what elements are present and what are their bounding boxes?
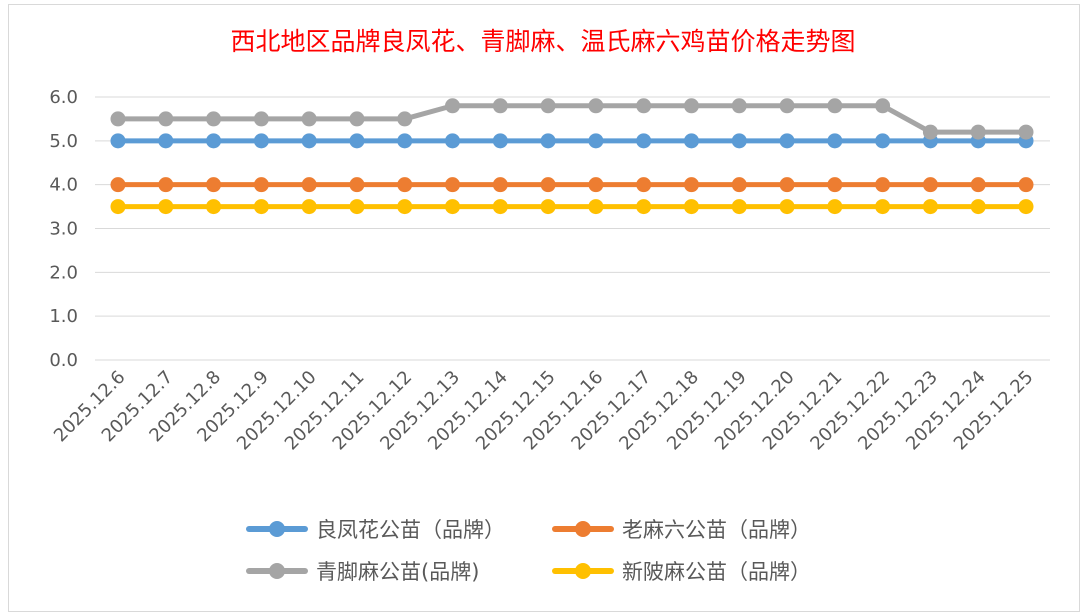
data-point xyxy=(540,177,556,193)
y-tick-label: 1.0 xyxy=(49,306,78,327)
data-point xyxy=(731,133,747,149)
data-point xyxy=(206,133,222,149)
legend-label: 青脚麻公苗(品牌) xyxy=(316,560,480,584)
data-point xyxy=(492,199,508,215)
data-point xyxy=(731,98,747,114)
data-point xyxy=(970,199,986,215)
y-tick-label: 3.0 xyxy=(49,219,78,240)
data-point xyxy=(636,199,652,215)
data-point xyxy=(827,177,843,193)
data-point xyxy=(492,98,508,114)
data-point xyxy=(588,133,604,149)
data-point xyxy=(349,177,365,193)
data-point xyxy=(540,133,556,149)
legend-item-2: 青脚麻公苗(品牌) xyxy=(246,556,479,586)
legend-swatch xyxy=(552,561,614,581)
data-point xyxy=(875,177,891,193)
data-point xyxy=(588,199,604,215)
data-point xyxy=(110,111,126,127)
data-point xyxy=(731,177,747,193)
data-point xyxy=(683,98,699,114)
data-point xyxy=(253,199,269,215)
data-point xyxy=(253,177,269,193)
data-point xyxy=(779,199,795,215)
data-point xyxy=(540,98,556,114)
data-point xyxy=(492,177,508,193)
data-point xyxy=(827,98,843,114)
data-point xyxy=(110,177,126,193)
data-point xyxy=(397,111,413,127)
data-point xyxy=(875,199,891,215)
data-point xyxy=(1018,199,1034,215)
legend-swatch xyxy=(246,561,308,581)
data-point xyxy=(636,98,652,114)
data-point xyxy=(206,177,222,193)
y-tick-label: 4.0 xyxy=(49,175,78,196)
data-point xyxy=(349,111,365,127)
data-point xyxy=(445,133,461,149)
data-point xyxy=(636,177,652,193)
data-point xyxy=(301,111,317,127)
data-point xyxy=(301,177,317,193)
data-point xyxy=(970,124,986,140)
data-point xyxy=(588,177,604,193)
data-point xyxy=(588,98,604,114)
data-point xyxy=(970,177,986,193)
y-tick-label: 2.0 xyxy=(49,262,78,283)
data-point xyxy=(827,199,843,215)
y-tick-label: 6.0 xyxy=(49,87,78,108)
data-point xyxy=(253,133,269,149)
legend-swatch xyxy=(246,519,308,539)
data-point xyxy=(779,98,795,114)
data-point xyxy=(683,133,699,149)
legend-item-3: 新陂麻公苗（品牌） xyxy=(552,556,811,586)
data-point xyxy=(445,177,461,193)
data-point xyxy=(492,133,508,149)
data-point xyxy=(397,177,413,193)
data-point xyxy=(445,199,461,215)
data-point xyxy=(253,111,269,127)
data-point xyxy=(158,199,174,215)
data-point xyxy=(731,199,747,215)
legend-label: 老麻六公苗（品牌） xyxy=(622,518,811,542)
data-point xyxy=(445,98,461,114)
legend-label: 良凤花公苗（品牌） xyxy=(316,518,505,542)
data-point xyxy=(397,199,413,215)
data-point xyxy=(779,133,795,149)
data-point xyxy=(683,199,699,215)
legend-swatch xyxy=(552,519,614,539)
data-point xyxy=(158,133,174,149)
data-point xyxy=(110,133,126,149)
data-point xyxy=(636,133,652,149)
data-point xyxy=(922,124,938,140)
data-point xyxy=(301,199,317,215)
y-tick-label: 5.0 xyxy=(49,131,78,152)
data-point xyxy=(922,177,938,193)
data-point xyxy=(1018,177,1034,193)
data-point xyxy=(158,177,174,193)
legend-item-1: 老麻六公苗（品牌） xyxy=(552,514,811,544)
data-point xyxy=(349,133,365,149)
y-tick-label: 0.0 xyxy=(49,350,78,371)
data-point xyxy=(158,111,174,127)
legend-item-0: 良凤花公苗（品牌） xyxy=(246,514,505,544)
data-point xyxy=(349,199,365,215)
legend-label: 新陂麻公苗（品牌） xyxy=(622,560,811,584)
data-point xyxy=(397,133,413,149)
data-point xyxy=(922,199,938,215)
data-point xyxy=(875,98,891,114)
data-point xyxy=(683,177,699,193)
data-point xyxy=(301,133,317,149)
data-point xyxy=(540,199,556,215)
data-point xyxy=(779,177,795,193)
data-point xyxy=(827,133,843,149)
data-point xyxy=(206,199,222,215)
data-point xyxy=(875,133,891,149)
data-point xyxy=(1018,124,1034,140)
chart-title: 西北地区品牌良凤花、青脚麻、温氏麻六鸡苗价格走势图 xyxy=(230,27,856,56)
series-line-2 xyxy=(115,103,1029,135)
data-point xyxy=(110,199,126,215)
data-point xyxy=(206,111,222,127)
